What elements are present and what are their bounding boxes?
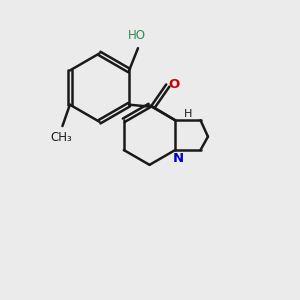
Text: H: H — [184, 109, 192, 119]
Text: O: O — [169, 77, 180, 91]
Text: HO: HO — [128, 29, 146, 42]
Text: N: N — [173, 152, 184, 165]
Text: CH₃: CH₃ — [50, 131, 72, 144]
